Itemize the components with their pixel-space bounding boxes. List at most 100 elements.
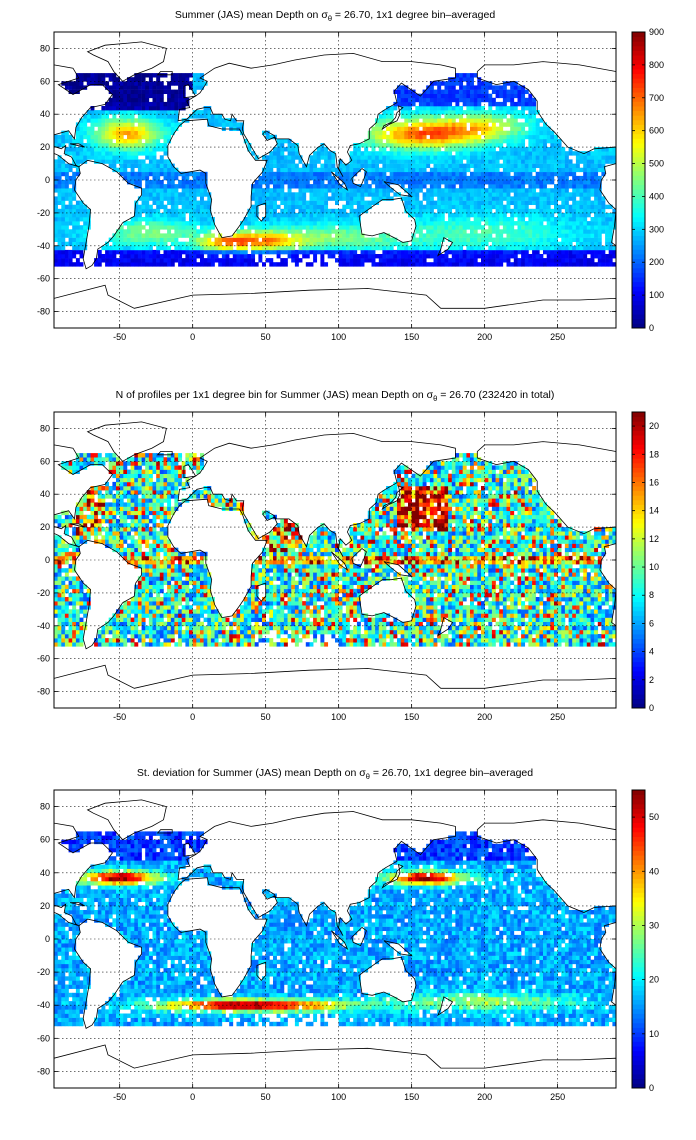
heat-cell: [477, 77, 482, 82]
heat-cell: [481, 155, 485, 160]
heat-cell: [280, 180, 285, 185]
heat-cell: [119, 81, 124, 86]
heat-cell: [415, 138, 420, 144]
heat-cell: [97, 77, 102, 82]
heat-cell: [291, 212, 296, 218]
heat-cell: [433, 114, 438, 119]
heat-cell: [528, 180, 533, 185]
heat-cell: [189, 212, 193, 218]
heat-cell: [196, 237, 201, 243]
colorbar-segment: [632, 291, 645, 297]
heat-cell: [170, 89, 175, 95]
heat-cell: [568, 147, 573, 152]
heat-cell: [119, 254, 124, 259]
heat-cell: [338, 212, 343, 218]
heat-cell: [422, 237, 427, 243]
heat-cell: [342, 233, 347, 238]
heat-cell: [572, 237, 577, 243]
heat-cell: [411, 138, 416, 144]
heat-cell: [462, 229, 467, 234]
heat-cell: [273, 192, 277, 197]
heat-cell: [539, 237, 544, 243]
heat-cell: [371, 175, 376, 181]
heat-cell: [408, 254, 412, 259]
heat-cell: [491, 184, 496, 189]
heat-cell: [276, 171, 281, 177]
colorbar-segment: [632, 59, 645, 65]
heat-cell: [236, 262, 241, 267]
heat-cell: [539, 167, 544, 173]
heat-cell: [426, 229, 431, 234]
heat-cell: [86, 490, 91, 495]
heat-cell: [437, 97, 442, 103]
heat-cell: [513, 155, 518, 160]
heat-cell: [61, 81, 66, 86]
heat-cell: [513, 93, 518, 99]
heat-cell: [243, 138, 248, 144]
heat-cell: [273, 237, 277, 243]
heat-cell: [481, 225, 485, 230]
heat-cell: [72, 233, 77, 238]
heat-cell: [510, 106, 515, 111]
heat-cell: [393, 147, 398, 152]
heat-cell: [145, 114, 150, 119]
heat-cell: [484, 122, 489, 127]
heat-cell: [137, 110, 142, 115]
heat-cell: [583, 208, 588, 214]
heat-cell: [481, 97, 485, 103]
heat-cell: [83, 506, 88, 512]
heat-cell: [207, 221, 212, 226]
heat-cell: [265, 171, 270, 177]
heat-cell: [583, 249, 588, 255]
heat-cell: [426, 192, 431, 197]
heat-cell: [79, 617, 84, 623]
heat-cell: [455, 212, 460, 218]
heat-cell: [254, 229, 259, 234]
heat-cell: [462, 241, 467, 247]
heat-cell: [564, 245, 569, 251]
heat-cell: [159, 159, 164, 164]
heat-cell: [68, 551, 73, 557]
heat-cell: [61, 597, 66, 602]
colorbar-segment: [632, 180, 645, 186]
heat-cell: [429, 184, 434, 189]
heat-cell: [473, 130, 478, 136]
heat-cell: [356, 225, 361, 230]
heat-cell: [575, 237, 580, 243]
heat-cell: [327, 233, 332, 238]
heat-cell: [148, 101, 153, 107]
heat-cell: [137, 89, 142, 95]
heat-cell: [251, 241, 256, 247]
heat-cell: [94, 262, 99, 267]
heat-cell: [535, 151, 540, 156]
heat-cell: [415, 204, 420, 210]
heat-cell: [192, 204, 197, 210]
colorbar-segment: [632, 175, 645, 181]
heat-cell: [451, 126, 456, 132]
heat-cell: [572, 192, 577, 197]
heat-cell: [265, 175, 270, 181]
heat-cell: [462, 212, 467, 218]
heat-cell: [302, 217, 307, 222]
heat-cell: [105, 114, 110, 119]
heat-cell: [163, 143, 168, 148]
heat-cell: [524, 241, 529, 247]
heat-cell: [192, 233, 197, 238]
heat-cell: [64, 638, 69, 643]
heat-cell: [94, 118, 99, 123]
heat-cell: [583, 217, 588, 222]
heat-cell: [481, 254, 485, 259]
heat-cell: [141, 171, 146, 177]
heat-cell: [375, 188, 380, 193]
heat-cell: [510, 81, 515, 86]
heat-cell: [612, 262, 617, 267]
heat-cell: [79, 217, 84, 222]
heat-cell: [521, 167, 526, 173]
heat-cell: [579, 233, 584, 238]
heat-cell: [152, 143, 157, 148]
heat-cell: [57, 175, 62, 181]
heat-cell: [564, 237, 569, 243]
heat-cell: [517, 258, 522, 263]
heat-cell: [167, 159, 172, 164]
heat-cell: [404, 180, 409, 185]
